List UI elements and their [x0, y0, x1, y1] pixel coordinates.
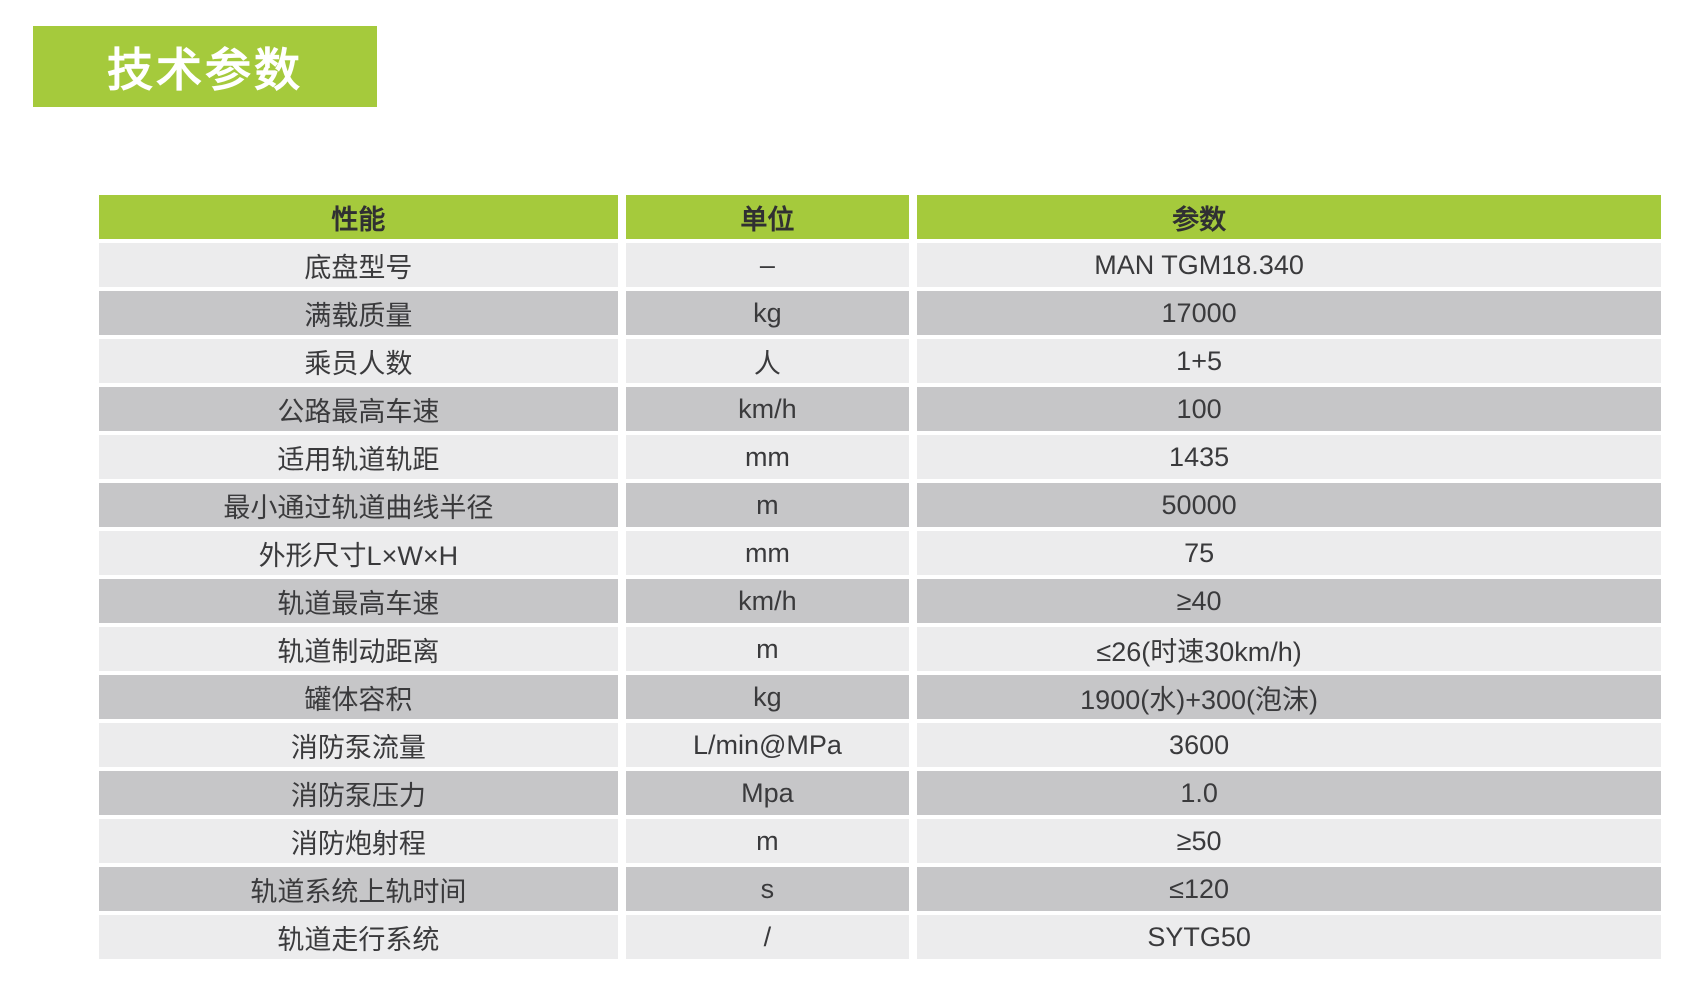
cell-unit: kg: [625, 291, 918, 339]
cell-parameter: ≤120: [917, 867, 1661, 915]
cell-parameter: 1435: [917, 435, 1661, 483]
cell-performance: 最小通过轨道曲线半径: [99, 483, 626, 531]
cell-unit: Mpa: [625, 771, 918, 819]
table-row: 最小通过轨道曲线半径 m 50000: [99, 483, 1661, 531]
table-row: 消防炮射程 m ≥50: [99, 819, 1661, 867]
table-row: 轨道最高车速 km/h ≥40: [99, 579, 1661, 627]
cell-parameter: 1.0: [917, 771, 1661, 819]
table-row: 乘员人数人 1+5: [99, 339, 1661, 387]
section-title-banner: 技术参数: [33, 26, 377, 107]
cell-parameter: 3600: [917, 723, 1661, 771]
table-row: 外形尺寸L×W×H mm 75: [99, 531, 1661, 579]
cell-parameter: 1900(水)+300(泡沫): [917, 675, 1661, 723]
cell-parameter: 75: [917, 531, 1661, 579]
cell-unit: mm: [625, 435, 918, 483]
table-header-row: 性能 单位 参数: [99, 195, 1661, 243]
header-performance: 性能: [99, 195, 626, 243]
cell-unit: kg: [625, 675, 918, 723]
cell-performance: 消防泵流量: [99, 723, 626, 771]
table-row: 轨道系统上轨时间 s ≤120: [99, 867, 1661, 915]
spec-table: 性能 单位 参数 底盘型号 – MAN TGM18.340 满载质量 kg 17000 乘员…: [99, 195, 1661, 963]
cell-performance: 消防泵压力: [99, 771, 626, 819]
cell-unit: mm: [625, 531, 918, 579]
cell-unit: m: [625, 627, 918, 675]
table-row: 轨道走行系统 / SYTG50: [99, 915, 1661, 963]
cell-parameter: 17000: [917, 291, 1661, 339]
cell-performance: 轨道最高车速: [99, 579, 626, 627]
table-row: 消防泵压力 Mpa 1.0: [99, 771, 1661, 819]
cell-performance: 轨道制动距离: [99, 627, 626, 675]
cell-performance: 底盘型号: [99, 243, 626, 291]
table-row: 公路最高车速 km/h 100: [99, 387, 1661, 435]
cell-unit: /: [625, 915, 918, 963]
cell-unit: km/h: [625, 387, 918, 435]
header-unit: 单位: [625, 195, 918, 243]
cell-performance: 罐体容积: [99, 675, 626, 723]
cell-unit: m: [625, 483, 918, 531]
cell-unit: km/h: [625, 579, 918, 627]
cell-performance: 消防炮射程: [99, 819, 626, 867]
cell-parameter: SYTG50: [917, 915, 1661, 963]
table-row: 轨道制动距离 m ≤26(时速30km/h): [99, 627, 1661, 675]
page-title: 技术参数: [107, 43, 303, 96]
cell-unit: 人: [625, 339, 918, 387]
cell-parameter: 1+5: [917, 339, 1661, 387]
header-parameter: 参数: [917, 195, 1661, 243]
cell-parameter: 100: [917, 387, 1661, 435]
cell-performance: 轨道走行系统: [99, 915, 626, 963]
cell-performance: 满载质量: [99, 291, 626, 339]
cell-performance: 轨道系统上轨时间: [99, 867, 626, 915]
cell-parameter: ≥40: [917, 579, 1661, 627]
cell-performance: 乘员人数: [99, 339, 626, 387]
table-row: 适用轨道轨距 mm 1435: [99, 435, 1661, 483]
cell-parameter: MAN TGM18.340: [917, 243, 1661, 291]
table-row: 满载质量 kg 17000: [99, 291, 1661, 339]
cell-unit: m: [625, 819, 918, 867]
table-row: 底盘型号 – MAN TGM18.340: [99, 243, 1661, 291]
cell-parameter: ≥50: [917, 819, 1661, 867]
table-row: 罐体容积 kg 1900(水)+300(泡沫): [99, 675, 1661, 723]
table-row: 消防泵流量 L/min@MPa 3600: [99, 723, 1661, 771]
cell-unit: s: [625, 867, 918, 915]
cell-parameter: 50000: [917, 483, 1661, 531]
cell-unit: –: [625, 243, 918, 291]
table-body: 底盘型号 – MAN TGM18.340 满载质量 kg 17000 乘员人数人 1+5 公路最…: [99, 243, 1661, 963]
cell-performance: 公路最高车速: [99, 387, 626, 435]
cell-unit: L/min@MPa: [625, 723, 918, 771]
cell-performance: 适用轨道轨距: [99, 435, 626, 483]
cell-parameter: ≤26(时速30km/h): [917, 627, 1661, 675]
cell-performance: 外形尺寸L×W×H: [99, 531, 626, 579]
